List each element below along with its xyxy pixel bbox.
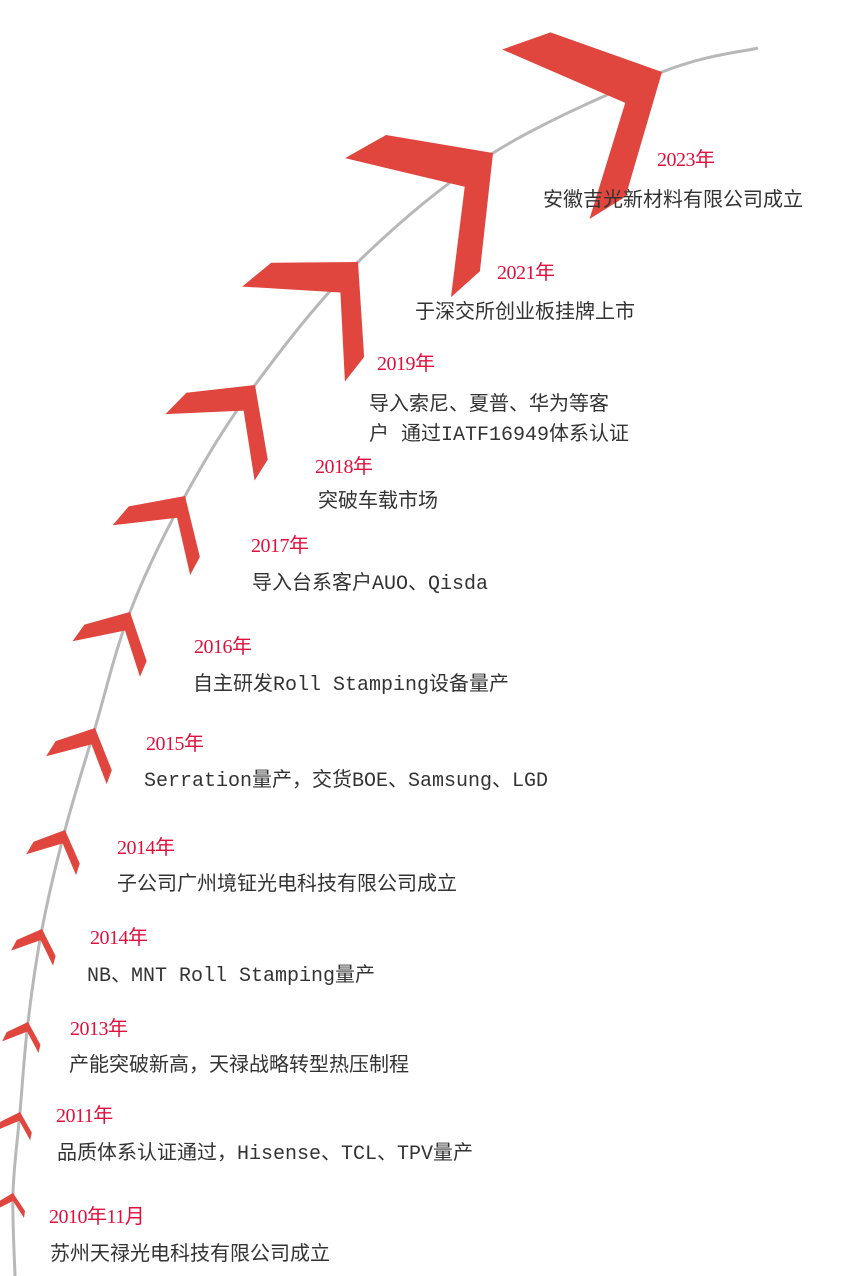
chevron-arrow-icon	[46, 728, 112, 785]
chevron-arrow-icon	[345, 135, 493, 298]
chevron-arrow-icon	[112, 496, 200, 576]
event-description: 品质体系认证通过，Hisense、TCL、TPV量产	[57, 1143, 474, 1166]
chevron-arrow-icon	[72, 612, 147, 677]
event-year: 2023年	[657, 149, 715, 171]
event-year: 2011年	[56, 1105, 113, 1127]
chevron-arrow-icon	[502, 32, 662, 219]
event-description: 导入索尼、夏普、华为等客	[369, 394, 609, 417]
event-year: 2015年	[146, 733, 204, 755]
event-description: 突破车载市场	[318, 491, 438, 514]
timeline-curve	[11, 46, 759, 1276]
event-year: 2018年	[315, 456, 373, 478]
chevron-arrow-icon	[0, 1193, 26, 1218]
event-year: 2019年	[377, 353, 435, 375]
chevron-arrow-icon	[0, 1112, 32, 1141]
event-description: 户 通过IATF16949体系认证	[369, 424, 630, 447]
event-year: 2021年	[497, 262, 555, 284]
event-year: 2013年	[70, 1018, 128, 1040]
event-year: 2010年11月	[49, 1206, 145, 1228]
event-description: 子公司广州境钲光电科技有限公司成立	[117, 874, 457, 897]
chevron-arrow-icon	[165, 385, 268, 481]
chevron-arrow-icon	[26, 830, 80, 876]
event-year: 2017年	[251, 535, 309, 557]
event-description: NB、MNT Roll Stamping量产	[87, 965, 376, 988]
chevron-arrow-icon	[11, 929, 56, 966]
event-description: 自主研发Roll Stamping设备量产	[193, 674, 510, 697]
event-description: Serration量产，交货BOE、Samsung、LGD	[144, 770, 549, 793]
event-year: 2014年	[90, 927, 148, 949]
event-description: 导入台系客户AUO、Qisda	[252, 573, 489, 596]
event-description: 产能突破新高，天禄战略转型热压制程	[69, 1055, 409, 1078]
event-description: 安徽吉光新材料有限公司成立	[543, 190, 803, 213]
event-year: 2014年	[117, 837, 175, 859]
event-description: 苏州天禄光电科技有限公司成立	[50, 1244, 330, 1267]
chevron-arrow-icon	[242, 262, 365, 382]
event-description: 于深交所创业板挂牌上市	[415, 302, 635, 325]
chevron-arrow-icon	[2, 1022, 41, 1054]
event-year: 2016年	[194, 636, 252, 658]
